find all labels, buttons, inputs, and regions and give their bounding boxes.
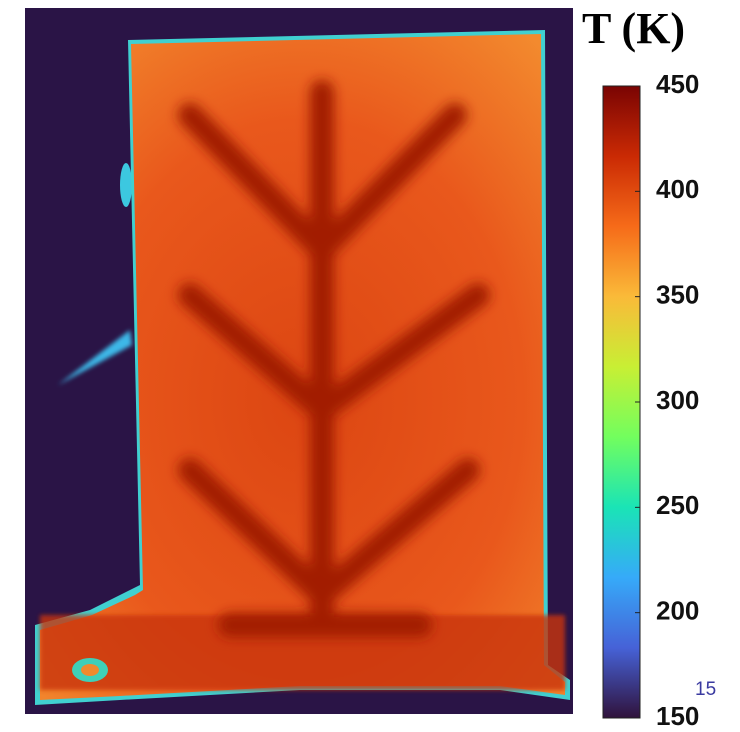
colorbar-tick-label: 150 — [656, 701, 699, 731]
colorbar-tick-label: 250 — [656, 490, 699, 520]
thermal-image — [25, 8, 573, 714]
colorbar-tick-label: 350 — [656, 280, 699, 310]
colorbar-tick-label: 450 — [656, 69, 699, 99]
colorbar-tick-label: 400 — [656, 174, 699, 204]
colorbar-tick-label: 200 — [656, 596, 699, 626]
colorbar — [602, 85, 641, 719]
annotation: 15 — [695, 679, 716, 700]
colorbar-title: T (K) — [582, 4, 685, 53]
colorbar-tick-label: 300 — [656, 385, 699, 415]
